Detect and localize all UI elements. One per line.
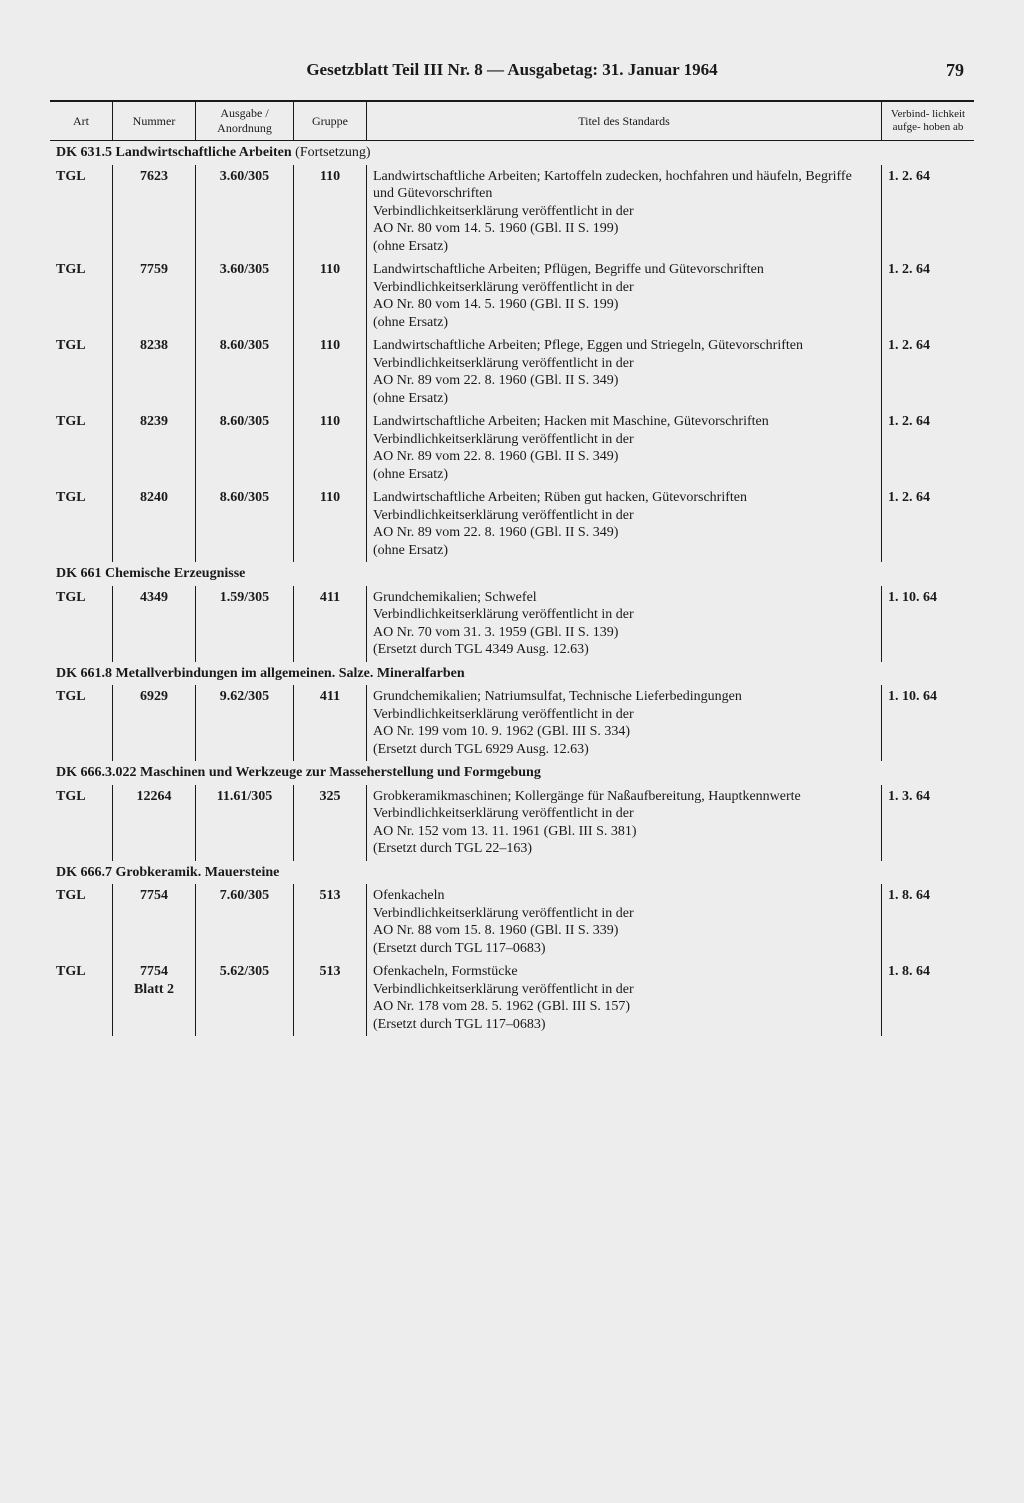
- cell-nummer: 7754: [113, 884, 196, 960]
- cell-ausgabe: 3.60/305: [196, 258, 294, 334]
- cell-gruppe: 411: [294, 685, 367, 761]
- table-row: TGL82398.60/305110Landwirtschaftliche Ar…: [50, 410, 974, 486]
- cell-gruppe: 110: [294, 410, 367, 486]
- table-row: TGL76233.60/305110Landwirtschaftliche Ar…: [50, 165, 974, 259]
- cell-titel: Ofenkacheln, Formstücke Verbindlichkeits…: [367, 960, 882, 1036]
- cell-ausgabe: 3.60/305: [196, 165, 294, 259]
- cell-ausgabe: 8.60/305: [196, 410, 294, 486]
- cell-date: 1. 2. 64: [882, 258, 975, 334]
- table-row: TGL77547.60/305513Ofenkacheln Verbindlic…: [50, 884, 974, 960]
- cell-titel: Landwirtschaftliche Arbeiten; Kartoffeln…: [367, 165, 882, 259]
- cell-date: 1. 2. 64: [882, 410, 975, 486]
- cell-gruppe: 513: [294, 884, 367, 960]
- table-row: TGL43491.59/305411Grundchemikalien; Schw…: [50, 586, 974, 662]
- col-art: Art: [50, 102, 113, 141]
- table-row: TGL69299.62/305411Grundchemikalien; Natr…: [50, 685, 974, 761]
- cell-art: TGL: [50, 586, 113, 662]
- cell-nummer: 4349: [113, 586, 196, 662]
- section-heading: DK 661.8 Metallverbindungen im allgemein…: [50, 662, 974, 686]
- table-row: TGL82388.60/305110Landwirtschaftliche Ar…: [50, 334, 974, 410]
- col-verbind: Verbind- lichkeit aufge- hoben ab: [882, 102, 975, 141]
- cell-gruppe: 513: [294, 960, 367, 1036]
- table-header: Art Nummer Ausgabe / Anordnung Gruppe Ti…: [50, 102, 974, 141]
- cell-titel: Grobkeramikmaschinen; Kollergänge für Na…: [367, 785, 882, 861]
- cell-titel: Landwirtschaftliche Arbeiten; Pflügen, B…: [367, 258, 882, 334]
- cell-gruppe: 325: [294, 785, 367, 861]
- page-header-title: Gesetzblatt Teil III Nr. 8 — Ausgabetag:…: [50, 60, 974, 80]
- cell-date: 1. 10. 64: [882, 586, 975, 662]
- cell-art: TGL: [50, 334, 113, 410]
- cell-nummer: 12264: [113, 785, 196, 861]
- cell-date: 1. 2. 64: [882, 486, 975, 562]
- section-heading: DK 666.7 Grobkeramik. Mauersteine: [50, 861, 974, 885]
- cell-art: TGL: [50, 410, 113, 486]
- standards-table: Art Nummer Ausgabe / Anordnung Gruppe Ti…: [50, 102, 974, 1036]
- cell-ausgabe: 11.61/305: [196, 785, 294, 861]
- cell-nummer: 6929: [113, 685, 196, 761]
- cell-date: 1. 8. 64: [882, 884, 975, 960]
- cell-nummer: 8239: [113, 410, 196, 486]
- section-heading: DK 666.3.022 Maschinen und Werkzeuge zur…: [50, 761, 974, 785]
- cell-art: TGL: [50, 258, 113, 334]
- cell-art: TGL: [50, 486, 113, 562]
- cell-gruppe: 110: [294, 334, 367, 410]
- cell-ausgabe: 9.62/305: [196, 685, 294, 761]
- cell-titel: Landwirtschaftliche Arbeiten; Pflege, Eg…: [367, 334, 882, 410]
- cell-ausgabe: 1.59/305: [196, 586, 294, 662]
- table-body: DK 631.5 Landwirtschaftliche Arbeiten (F…: [50, 141, 974, 1037]
- cell-ausgabe: 8.60/305: [196, 334, 294, 410]
- col-gruppe: Gruppe: [294, 102, 367, 141]
- col-titel: Titel des Standards: [367, 102, 882, 141]
- cell-gruppe: 110: [294, 258, 367, 334]
- section-heading: DK 631.5 Landwirtschaftliche Arbeiten (F…: [50, 141, 974, 165]
- col-ausgabe: Ausgabe / Anordnung: [196, 102, 294, 141]
- page-number: 79: [946, 60, 964, 81]
- document-page: 79 Gesetzblatt Teil III Nr. 8 — Ausgabet…: [0, 0, 1024, 1503]
- cell-art: TGL: [50, 960, 113, 1036]
- col-nummer: Nummer: [113, 102, 196, 141]
- cell-nummer: 7754 Blatt 2: [113, 960, 196, 1036]
- cell-nummer: 7623: [113, 165, 196, 259]
- cell-ausgabe: 7.60/305: [196, 884, 294, 960]
- cell-nummer: 8238: [113, 334, 196, 410]
- section-heading: DK 661 Chemische Erzeugnisse: [50, 562, 974, 586]
- table-row: TGL1226411.61/305325Grobkeramikmaschinen…: [50, 785, 974, 861]
- table-row: TGL82408.60/305110Landwirtschaftliche Ar…: [50, 486, 974, 562]
- cell-date: 1. 10. 64: [882, 685, 975, 761]
- cell-art: TGL: [50, 785, 113, 861]
- table-row: TGL77593.60/305110Landwirtschaftliche Ar…: [50, 258, 974, 334]
- cell-titel: Ofenkacheln Verbindlichkeitserklärung ve…: [367, 884, 882, 960]
- cell-date: 1. 3. 64: [882, 785, 975, 861]
- cell-gruppe: 411: [294, 586, 367, 662]
- cell-ausgabe: 8.60/305: [196, 486, 294, 562]
- cell-nummer: 7759: [113, 258, 196, 334]
- table-row: TGL7754 Blatt 25.62/305513Ofenkacheln, F…: [50, 960, 974, 1036]
- cell-titel: Grundchemikalien; Schwefel Verbindlichke…: [367, 586, 882, 662]
- cell-date: 1. 2. 64: [882, 165, 975, 259]
- cell-titel: Landwirtschaftliche Arbeiten; Rüben gut …: [367, 486, 882, 562]
- cell-art: TGL: [50, 685, 113, 761]
- cell-gruppe: 110: [294, 165, 367, 259]
- cell-titel: Landwirtschaftliche Arbeiten; Hacken mit…: [367, 410, 882, 486]
- cell-date: 1. 8. 64: [882, 960, 975, 1036]
- cell-gruppe: 110: [294, 486, 367, 562]
- cell-nummer: 8240: [113, 486, 196, 562]
- cell-art: TGL: [50, 884, 113, 960]
- cell-date: 1. 2. 64: [882, 334, 975, 410]
- cell-art: TGL: [50, 165, 113, 259]
- cell-ausgabe: 5.62/305: [196, 960, 294, 1036]
- cell-titel: Grundchemikalien; Natriumsulfat, Technis…: [367, 685, 882, 761]
